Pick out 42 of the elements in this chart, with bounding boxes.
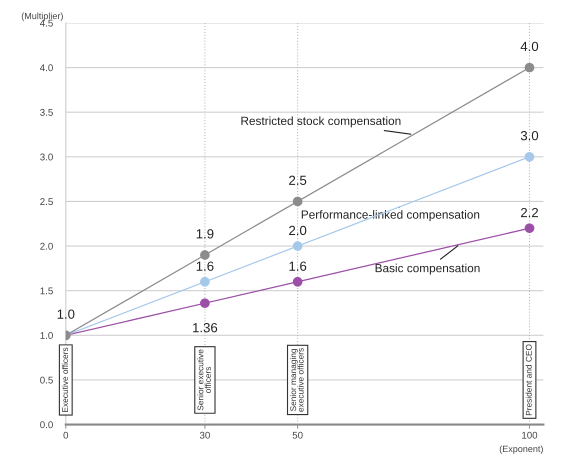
annotation: Executive officers (62, 348, 68, 412)
y-tick-label: 0.5 (40, 376, 53, 384)
point (524, 152, 534, 162)
x-tick-label: 0 (63, 432, 68, 439)
x-tick-label: 50 (292, 432, 303, 439)
data-label: 3.0 (520, 130, 538, 140)
series-label: Basic compensation (376, 264, 480, 275)
annotation: Senior managing executive officers (290, 348, 304, 412)
series-label: Restricted stock compensation (241, 116, 400, 128)
point (292, 276, 302, 287)
y-tick-label: 0.0 (40, 421, 53, 428)
data-label: 2.2 (520, 208, 538, 218)
y-tick-label: 2.0 (40, 242, 53, 250)
data-label: 2.0 (289, 226, 306, 236)
data-label: 1.0 (58, 309, 74, 319)
x-tick-label: 100 (522, 432, 538, 439)
y-tick-label: 1.0 (40, 332, 53, 339)
series-label: Performance-linked compensation (302, 210, 480, 222)
x-axis-title: (Exponent) (500, 445, 543, 454)
y-tick-label: 4.0 (40, 64, 53, 72)
y-tick-label: 3.5 (40, 108, 53, 116)
point (200, 276, 210, 287)
y-tick-label: 4.5 (40, 20, 53, 27)
point (292, 196, 302, 206)
x-tick-label: 30 (200, 432, 210, 439)
y-tick-label: 1.5 (40, 288, 53, 294)
point (524, 223, 534, 234)
annotation: Senior executive officers (197, 350, 211, 410)
data-label: 1.6 (196, 261, 214, 271)
y-tick-label: 3.0 (40, 154, 53, 160)
point (200, 250, 210, 260)
annotation: President and CEO (526, 344, 532, 416)
data-label: 4.0 (520, 42, 538, 52)
data-label: 1.6 (289, 261, 306, 271)
point (200, 298, 210, 308)
point (292, 241, 302, 251)
y-tick-label: 2.5 (40, 198, 53, 206)
data-label: 2.5 (289, 176, 306, 185)
point (524, 62, 534, 72)
data-label: 1.9 (196, 229, 214, 239)
y-axis-title: (Multiplier) (22, 12, 63, 21)
data-label: 1.36 (193, 322, 218, 332)
